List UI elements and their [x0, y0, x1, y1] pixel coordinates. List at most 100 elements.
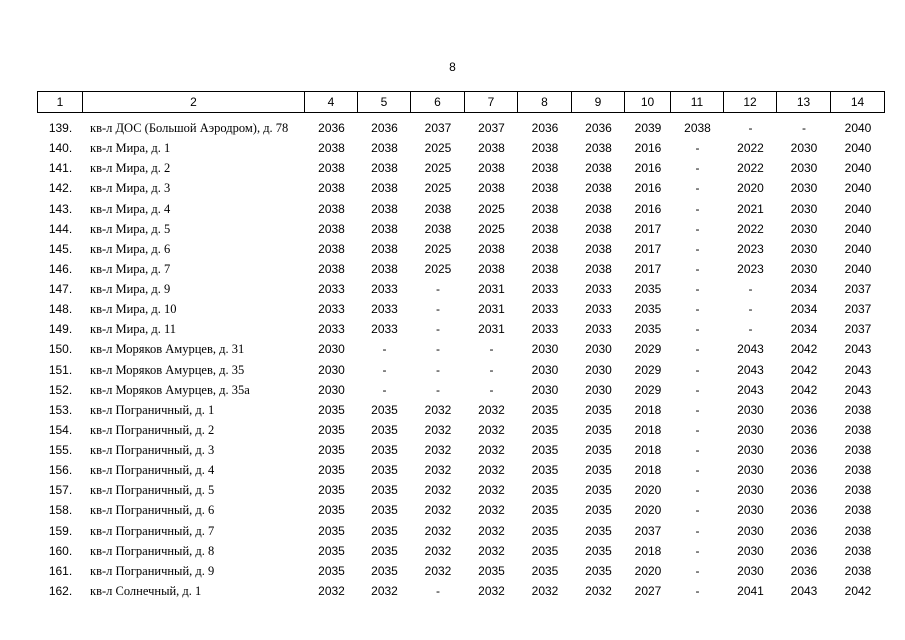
year-cell: 2035: [318, 483, 345, 498]
year-cell: 2038: [531, 141, 559, 156]
address-cell: кв-л Пограничный, д. 6: [90, 503, 215, 518]
year-cell: 2038: [318, 261, 345, 276]
year-cell: -: [695, 261, 700, 276]
year-cell: 2025: [478, 201, 505, 216]
year-cell: 2038: [585, 221, 612, 236]
year-cell: 2033: [585, 282, 612, 297]
year-cell: -: [802, 121, 806, 135]
year-cell: -: [748, 282, 753, 297]
year-cell: 2037: [844, 322, 872, 337]
address-cell: кв-л Мира, д. 4: [90, 201, 171, 216]
address-cell: кв-л Мира, д. 1: [90, 141, 171, 156]
year-cell: 2016: [634, 201, 662, 216]
year-cell: -: [695, 483, 700, 498]
year-cell: 2031: [478, 282, 505, 297]
year-cell: 2038: [844, 503, 872, 518]
year-cell: 2032: [478, 463, 505, 478]
header-cell: 10: [624, 91, 671, 113]
year-cell: 2018: [634, 463, 662, 478]
row-number: 154.: [48, 422, 73, 437]
year-cell: 2016: [634, 161, 662, 176]
year-cell: 2038: [844, 543, 872, 558]
year-cell: 2030: [737, 483, 764, 498]
year-cell: 2033: [531, 322, 559, 337]
year-cell: 2018: [634, 443, 662, 458]
year-cell: 2035: [585, 402, 612, 417]
year-cell: 2038: [318, 161, 345, 176]
year-cell: 2035: [585, 422, 612, 437]
year-cell: 2035: [531, 563, 559, 578]
year-cell: 2036: [531, 121, 559, 135]
year-cell: 2040: [844, 121, 872, 135]
year-cell: 2029: [634, 382, 662, 397]
year-cell: 2038: [844, 422, 872, 437]
year-cell: 2038: [844, 463, 872, 478]
year-cell: 2035: [531, 483, 559, 498]
year-cell: -: [748, 322, 753, 337]
year-cell: 2038: [585, 261, 612, 276]
year-cell: 2030: [737, 443, 764, 458]
year-cell: 2030: [318, 342, 345, 357]
row-number: 149.: [48, 322, 73, 337]
year-cell: -: [695, 463, 700, 478]
year-cell: 2038: [478, 161, 505, 176]
year-cell: -: [695, 322, 700, 337]
header-cell: 2: [82, 91, 305, 113]
year-cell: -: [695, 181, 700, 196]
row-number: 159.: [48, 523, 73, 538]
row-number: 141.: [48, 161, 73, 176]
year-cell: 2036: [318, 121, 345, 135]
year-cell: 2032: [424, 483, 452, 498]
page-number: 8: [449, 60, 456, 74]
year-cell: 2033: [585, 302, 612, 317]
address-cell: кв-л Мира, д. 6: [90, 241, 171, 256]
year-cell: 2038: [371, 201, 398, 216]
header-cell: 11: [670, 91, 724, 113]
year-cell: 2032: [478, 583, 505, 598]
year-cell: 2035: [371, 443, 398, 458]
year-cell: 2030: [737, 543, 764, 558]
year-cell: 2035: [531, 523, 559, 538]
year-cell: 2035: [318, 402, 345, 417]
year-cell: 2034: [790, 322, 818, 337]
header-cell: 8: [517, 91, 572, 113]
year-cell: 2038: [371, 141, 398, 156]
year-cell: 2035: [634, 302, 662, 317]
address-cell: кв-л Мира, д. 7: [90, 261, 171, 276]
year-cell: 2025: [424, 161, 452, 176]
year-cell: 2017: [634, 241, 662, 256]
year-cell: 2032: [318, 583, 345, 598]
year-cell: 2038: [531, 221, 559, 236]
row-number: 155.: [48, 443, 73, 458]
year-cell: 2033: [585, 322, 612, 337]
year-cell: 2032: [424, 463, 452, 478]
year-cell: 2043: [844, 342, 872, 357]
year-cell: 2030: [737, 463, 764, 478]
year-cell: 2029: [634, 362, 662, 377]
year-cell: 2035: [585, 483, 612, 498]
year-cell: 2022: [737, 141, 764, 156]
row-number: 161.: [48, 563, 73, 578]
row-number: 140.: [48, 141, 73, 156]
year-cell: -: [695, 342, 700, 357]
year-cell: 2031: [478, 302, 505, 317]
year-cell: 2038: [478, 141, 505, 156]
year-cell: 2035: [585, 523, 612, 538]
year-cell: -: [436, 362, 440, 377]
year-cell: 2030: [790, 201, 818, 216]
year-cell: 2035: [318, 422, 345, 437]
year-cell: 2020: [634, 503, 662, 518]
address-cell: кв-л Мира, д. 10: [90, 302, 177, 317]
year-cell: 2035: [371, 422, 398, 437]
year-cell: 2037: [844, 282, 872, 297]
year-cell: 2035: [318, 463, 345, 478]
row-number: 150.: [48, 342, 73, 357]
year-cell: 2035: [318, 523, 345, 538]
year-cell: 2032: [424, 443, 452, 458]
year-cell: 2030: [531, 382, 559, 397]
year-cell: 2038: [318, 141, 345, 156]
year-cell: 2030: [790, 241, 818, 256]
year-cell: 2038: [318, 241, 345, 256]
year-cell: 2038: [585, 161, 612, 176]
year-cell: 2022: [737, 221, 764, 236]
